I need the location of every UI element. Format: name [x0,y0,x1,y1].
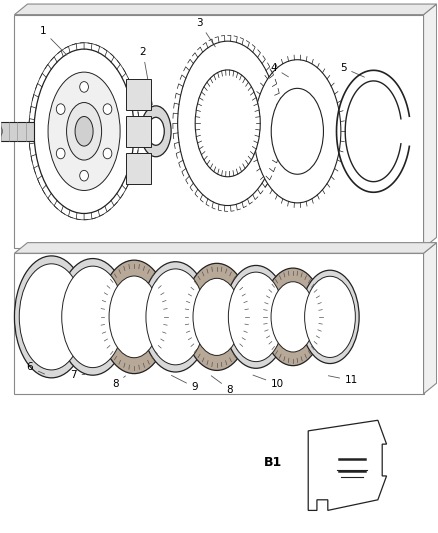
Ellipse shape [80,171,88,181]
Ellipse shape [141,262,209,372]
Ellipse shape [262,268,323,366]
FancyBboxPatch shape [126,153,152,184]
Text: 11: 11 [328,375,358,385]
Ellipse shape [48,72,120,190]
Ellipse shape [254,60,341,203]
Ellipse shape [301,270,359,364]
Ellipse shape [57,259,128,375]
Text: 6: 6 [26,362,45,374]
Ellipse shape [67,102,102,160]
Text: 5: 5 [340,63,364,77]
Ellipse shape [109,276,159,358]
Ellipse shape [34,49,134,214]
Ellipse shape [103,104,112,115]
Polygon shape [14,14,424,248]
Ellipse shape [271,88,323,174]
Ellipse shape [86,117,104,146]
Ellipse shape [99,260,169,374]
Ellipse shape [75,117,93,146]
Text: 10: 10 [253,375,284,389]
Ellipse shape [80,82,88,92]
Ellipse shape [228,272,284,361]
Ellipse shape [62,266,124,368]
Ellipse shape [193,278,240,356]
Polygon shape [14,4,437,14]
Ellipse shape [271,282,315,352]
Ellipse shape [57,104,65,115]
FancyBboxPatch shape [0,122,34,141]
Ellipse shape [0,122,2,141]
Ellipse shape [148,117,164,146]
Text: 3: 3 [196,18,215,47]
Text: 1: 1 [39,26,67,55]
Polygon shape [424,243,437,394]
Ellipse shape [57,148,65,159]
Ellipse shape [141,106,171,157]
Ellipse shape [224,265,288,368]
Text: 8: 8 [211,376,233,394]
FancyBboxPatch shape [126,116,152,147]
Ellipse shape [103,148,112,159]
Text: 7: 7 [70,370,85,380]
Polygon shape [14,243,437,253]
Ellipse shape [178,41,278,206]
Text: B1: B1 [264,456,283,469]
FancyBboxPatch shape [126,79,152,110]
Text: 4: 4 [270,63,289,77]
Text: 8: 8 [112,376,125,389]
Polygon shape [14,253,424,394]
Ellipse shape [14,256,88,378]
Ellipse shape [195,70,260,177]
Ellipse shape [184,263,250,370]
Text: 2: 2 [140,47,152,104]
Text: 9: 9 [171,375,198,392]
Ellipse shape [19,264,84,370]
Ellipse shape [304,276,355,358]
Ellipse shape [146,269,205,365]
Polygon shape [424,4,437,248]
